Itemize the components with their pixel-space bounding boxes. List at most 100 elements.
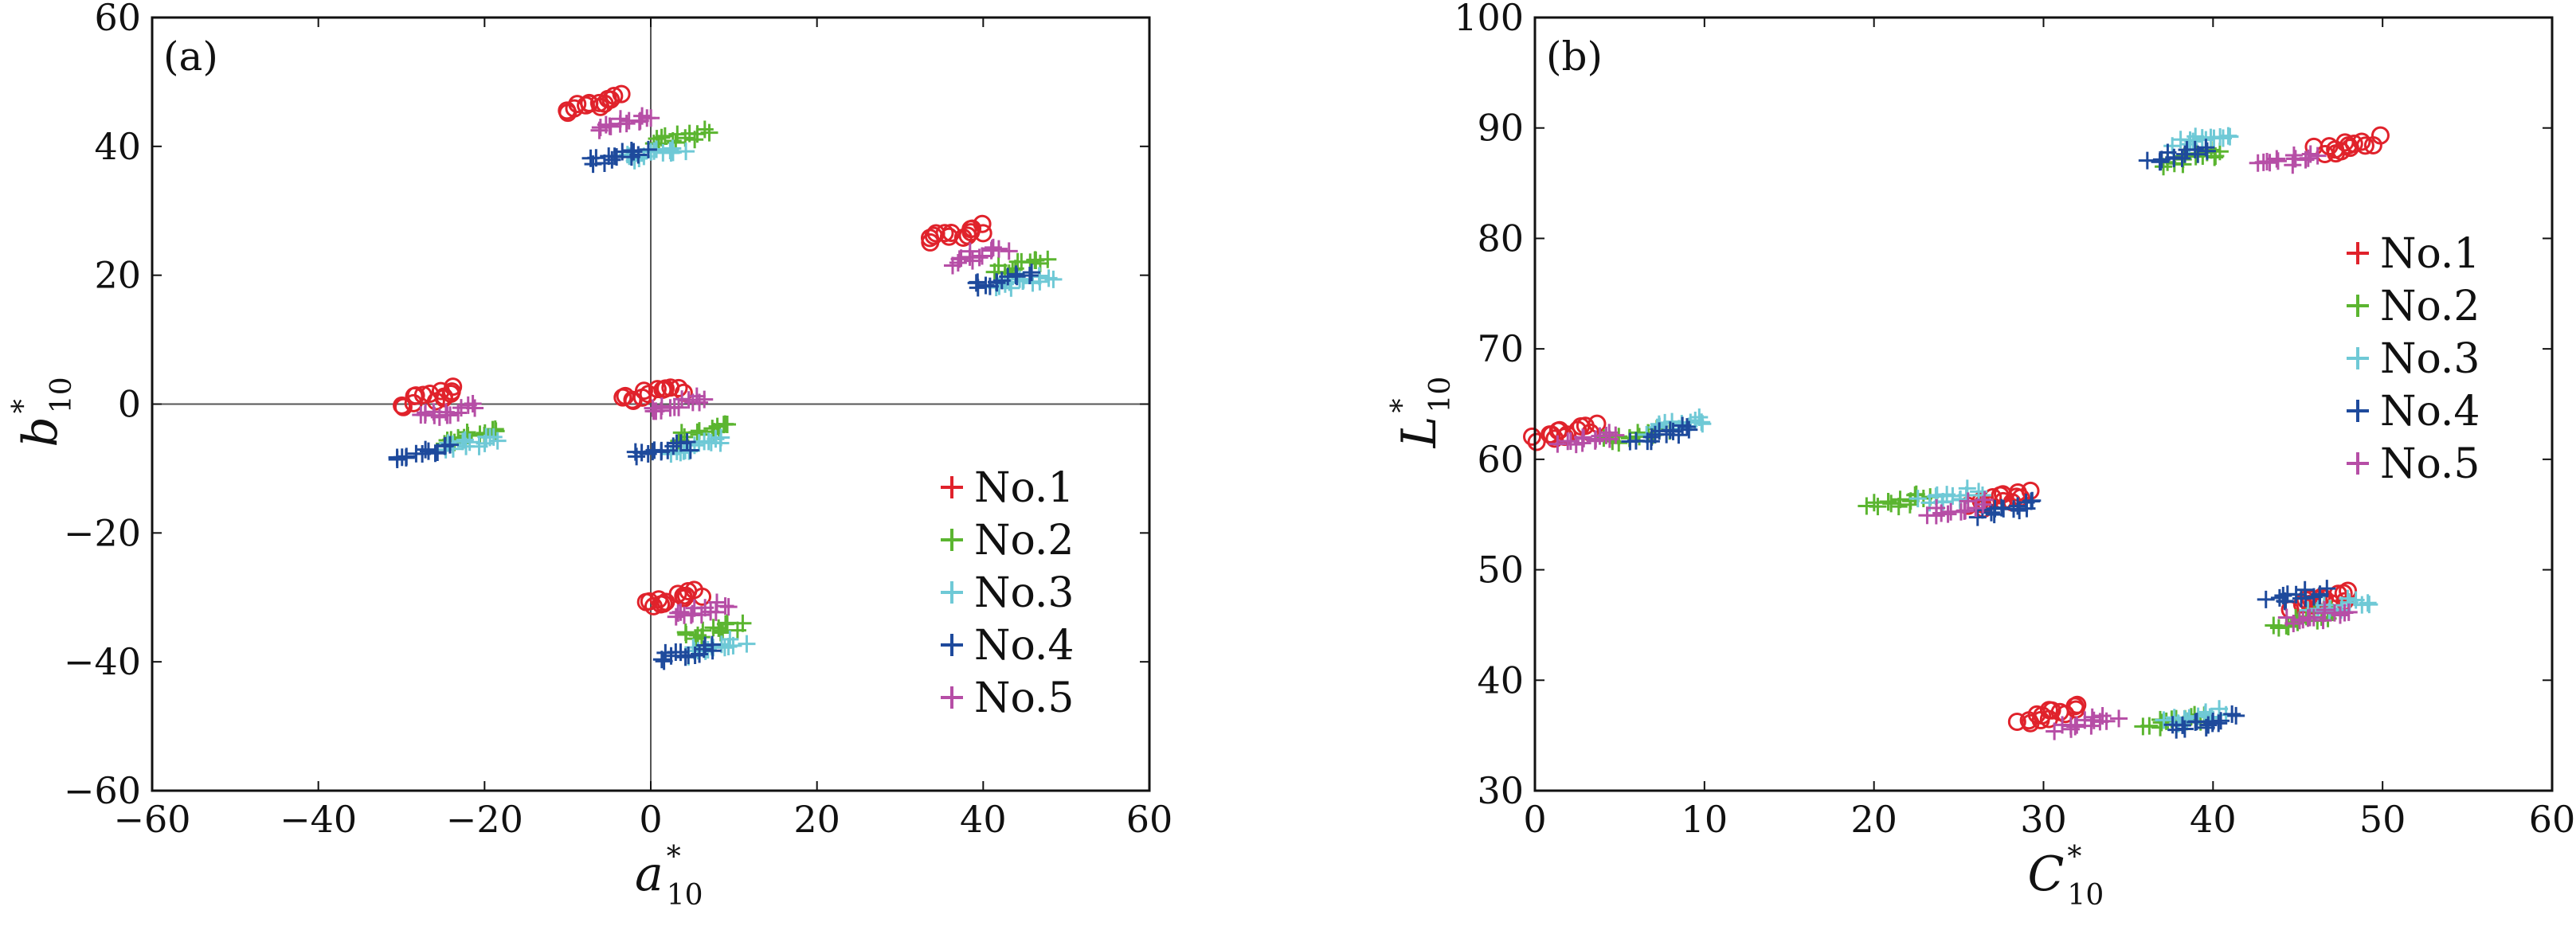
y-tick-label: 0 <box>118 383 141 426</box>
data-point <box>639 140 657 158</box>
data-point <box>444 377 463 397</box>
legend-label: No.2 <box>2380 283 2480 330</box>
data-point <box>1882 494 1901 513</box>
data-point <box>2210 714 2228 733</box>
data-point <box>664 437 683 455</box>
data-point <box>2173 716 2191 734</box>
series-no5 <box>412 107 1018 626</box>
y-tick-label: 60 <box>94 0 141 39</box>
data-point <box>2360 596 2378 614</box>
series-no3 <box>437 139 1063 666</box>
data-point <box>1678 418 1696 436</box>
panel-label: (b) <box>1546 33 1603 80</box>
data-point <box>654 594 673 613</box>
data-point <box>601 90 621 109</box>
data-point <box>661 141 679 159</box>
data-point <box>488 432 507 450</box>
data-point <box>718 416 737 434</box>
y-tick-label: 100 <box>1454 0 1524 39</box>
data-point <box>973 247 991 265</box>
data-point <box>2110 709 2128 728</box>
x-tick-label: 60 <box>2529 798 2576 841</box>
x-tick-label: 40 <box>2190 798 2237 841</box>
legend-label: No.5 <box>2380 440 2480 488</box>
data-point <box>2331 606 2349 624</box>
data-point <box>2140 717 2159 735</box>
y-tick-label: 80 <box>1477 217 1524 260</box>
data-point <box>2007 712 2026 731</box>
data-point <box>1044 270 1063 288</box>
legend-label: No.2 <box>974 517 1075 565</box>
y-axis-label: L* 10 <box>1386 377 1457 449</box>
data-point <box>2186 713 2205 731</box>
data-point <box>677 143 695 161</box>
x-tick-label: −60 <box>113 798 190 841</box>
data-point <box>652 401 670 420</box>
legend-marker <box>941 529 963 551</box>
plot-frame <box>1533 16 2554 792</box>
data-point <box>2268 150 2286 168</box>
data-point <box>638 109 656 127</box>
data-point <box>388 451 406 469</box>
legend-marker <box>941 634 963 656</box>
data-point <box>961 242 979 260</box>
data-point <box>694 621 712 639</box>
data-point <box>969 279 987 297</box>
series-no2 <box>1595 141 2342 737</box>
data-point <box>2083 708 2101 726</box>
x-tick-label: 0 <box>639 798 662 841</box>
data-point <box>939 227 958 246</box>
data-point <box>949 253 967 272</box>
legend-marker <box>941 686 963 709</box>
data-point <box>1587 414 1607 433</box>
series-no2 <box>436 120 1057 648</box>
x-tick-label: 20 <box>1850 798 1897 841</box>
data-point <box>688 125 707 143</box>
data-point <box>629 146 648 164</box>
data-point <box>2197 139 2215 157</box>
data-point <box>1869 498 1887 516</box>
data-point <box>669 378 688 397</box>
data-point <box>2221 127 2239 146</box>
data-point <box>671 643 690 662</box>
data-point <box>1548 435 1567 453</box>
data-point <box>1907 485 1925 503</box>
data-point <box>1607 426 1625 444</box>
data-point <box>397 447 416 466</box>
x-tick-label: −40 <box>280 798 357 841</box>
legend-label: No.3 <box>2380 335 2480 383</box>
data-point <box>989 240 1008 258</box>
data-point <box>973 214 992 233</box>
data-point <box>693 587 712 606</box>
x-tick-label: 10 <box>1681 798 1728 841</box>
data-point <box>2344 135 2363 154</box>
data-point <box>950 250 969 268</box>
data-point <box>2068 695 2087 714</box>
data-point <box>681 441 699 459</box>
data-point <box>1023 264 1041 282</box>
data-point <box>2198 142 2216 160</box>
data-point <box>1020 266 1039 284</box>
data-point <box>692 606 711 624</box>
x-axis-label: a * 10 <box>635 841 703 912</box>
data-point <box>679 391 698 409</box>
legend-marker <box>941 581 963 604</box>
data-point <box>2352 132 2371 151</box>
data-point <box>613 388 632 407</box>
data-point <box>734 614 752 632</box>
series-no4 <box>388 140 1041 670</box>
data-point <box>2299 149 2317 167</box>
data-point <box>2314 612 2332 630</box>
y-tick-label: −40 <box>64 640 141 683</box>
data-point <box>2212 712 2230 730</box>
data-point <box>678 433 696 451</box>
data-point <box>667 608 685 626</box>
data-point <box>589 93 609 112</box>
data-point <box>695 120 714 139</box>
data-point <box>670 398 688 416</box>
data-point <box>1956 502 1975 520</box>
legend-marker <box>2347 347 2369 369</box>
data-point <box>460 433 479 451</box>
data-point <box>1007 265 1025 283</box>
